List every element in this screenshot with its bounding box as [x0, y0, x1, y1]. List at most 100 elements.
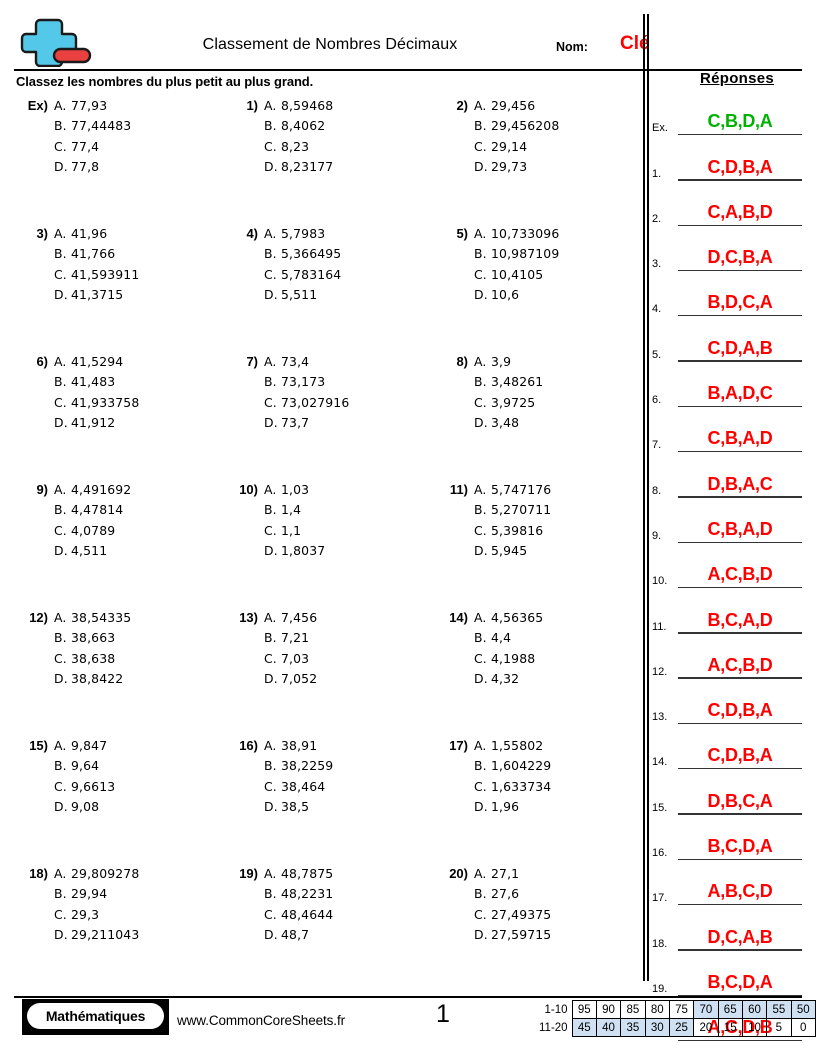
choice-option: C. 77,4 [54, 137, 131, 157]
choice-letter: B. [264, 630, 277, 646]
answer-row: 11. B,C,A,D [652, 591, 816, 636]
choice-option: A. 8,59468 [264, 96, 333, 116]
answer-key-title: Réponses [699, 70, 775, 87]
problem-row: 15) A. 9,847 B. 9,64 C. 9,6613 D. 9,08 16) A. 38,91… [14, 736, 644, 864]
score-cell: 60 [741, 1000, 768, 1019]
choice-value: 7,03 [281, 650, 310, 666]
problem-number: 1) [246, 98, 258, 113]
answer-row: 2. C,A,B,D [652, 184, 816, 229]
answer-row-label: 1. [652, 167, 662, 180]
choice-letter: B. [54, 630, 67, 646]
problem-item: 5) A. 10,733096 B. 10,987109 C. 10,4105 D. 10,6 [434, 224, 644, 352]
answer-row-label: 13. [652, 711, 668, 724]
choice-option: C. 29,14 [474, 137, 559, 157]
choice-letter: B. [474, 118, 487, 134]
choice-option: B. 27,6 [474, 884, 551, 904]
choice-value: 29,73 [491, 158, 528, 174]
answer-row-underline [678, 450, 802, 453]
problem-choices: A. 41,96 B. 41,766 C. 41,593911 D. 41,3715 [54, 224, 139, 305]
answer-row-underline [678, 813, 802, 815]
choice-value: 10,4105 [491, 266, 544, 282]
choice-letter: B. [474, 758, 487, 774]
choice-letter: C. [474, 650, 487, 666]
choice-value: 73,7 [281, 414, 310, 430]
choice-option: D. 48,7 [264, 925, 333, 945]
choice-value: 5,511 [281, 286, 318, 302]
choice-value: 48,2231 [281, 886, 334, 902]
choice-option: C. 38,638 [54, 649, 131, 669]
problem-choices: A. 8,59468 B. 8,4062 C. 8,23 D. 8,23177 [264, 96, 333, 177]
problem-choices: A. 41,5294 B. 41,483 C. 41,933758 D. 41,912 [54, 352, 139, 433]
score-row-label: 1-10 [544, 1003, 568, 1016]
answer-key-panel: Réponses Ex. C,B,D,A 1. C,D,B,A 2. C,A,B,D 3. D… [652, 70, 816, 1044]
choice-letter: A. [54, 866, 67, 881]
name-value: Clé [620, 33, 650, 54]
header-divider-line [14, 69, 802, 71]
choice-letter: D. [54, 286, 68, 302]
problem-item: 7) A. 73,4 B. 73,173 C. 73,027916 D. 73,7 [224, 352, 434, 480]
answer-row: 7. C,B,A,D [652, 410, 816, 455]
answer-row: 12. A,C,B,D [652, 637, 816, 682]
choice-option: B. 38,663 [54, 628, 131, 648]
answer-row-underline [678, 360, 802, 362]
choice-option: C. 27,49375 [474, 905, 551, 925]
choice-option: B. 7,21 [264, 628, 317, 648]
answer-row-underline [678, 179, 802, 181]
answer-row: 17. A,B,C,D [652, 863, 816, 908]
answer-row: 14. C,D,B,A [652, 727, 816, 772]
choice-letter: A. [474, 354, 487, 369]
choice-option: B. 29,94 [54, 884, 139, 904]
choice-value: 38,5 [281, 798, 310, 814]
choice-option: A. 73,4 [264, 352, 349, 372]
answer-row: 8. D,B,A,C [652, 455, 816, 500]
answer-row-label: 9. [652, 529, 662, 542]
choice-option: C. 7,03 [264, 649, 317, 669]
choice-value: 5,270711 [491, 502, 552, 518]
choice-letter: B. [264, 246, 277, 262]
problem-choices: A. 9,847 B. 9,64 C. 9,6613 D. 9,08 [54, 736, 115, 817]
choice-option: D. 7,052 [264, 669, 317, 689]
score-cell: 70 [693, 1000, 719, 1019]
score-row-label: 11-20 [539, 1021, 568, 1034]
answer-row-underline [678, 677, 802, 679]
vertical-divider [643, 14, 649, 981]
answer-row-value: C,A,B,D [707, 201, 773, 222]
problem-choices: A. 4,491692 B. 4,47814 C. 4,0789 D. 4,511 [54, 480, 131, 561]
answer-row-value: C,B,D,A [707, 111, 773, 132]
choice-option: D. 41,3715 [54, 285, 139, 305]
choice-option: D. 38,8422 [54, 669, 131, 689]
choice-letter: D. [474, 414, 488, 430]
choice-option: A. 10,733096 [474, 224, 559, 244]
choice-option: B. 1,604229 [474, 756, 551, 776]
answer-row-underline [678, 768, 802, 770]
score-table-row: 1-10 95 90 85 80 75 70 65 60 55 50 [529, 1000, 816, 1019]
problem-number: 9) [36, 482, 48, 497]
choice-option: A. 1,03 [264, 480, 325, 500]
choice-option: C. 41,933758 [54, 393, 139, 413]
choice-option: A. 38,54335 [54, 608, 131, 628]
choice-option: C. 8,23 [264, 137, 333, 157]
answer-row-value: D,B,A,C [707, 473, 773, 494]
problem-choices: A. 29,809278 B. 29,94 C. 29,3 D. 29,211043 [54, 864, 139, 945]
answer-row-underline [678, 722, 802, 725]
problem-item: 8) A. 3,9 B. 3,48261 C. 3,9725 D. 3,48 [434, 352, 644, 480]
choice-option: B. 41,483 [54, 372, 139, 392]
choice-option: A. 1,55802 [474, 736, 551, 756]
choice-value: 8,23 [281, 138, 310, 154]
choice-value: 8,23177 [281, 158, 334, 174]
answer-row-label: 6. [652, 394, 662, 407]
choice-value: 9,847 [71, 738, 108, 753]
choice-value: 29,809278 [71, 866, 140, 881]
choice-option: A. 77,93 [54, 96, 131, 116]
choice-letter: C. [54, 650, 67, 666]
choice-value: 10,6 [491, 286, 520, 302]
score-table-row: 11-20 45 40 35 30 25 20 15 10 5 0 [529, 1018, 816, 1037]
choice-option: B. 10,987109 [474, 244, 559, 264]
problem-number: 5) [456, 226, 468, 241]
problem-number: 20) [449, 866, 468, 881]
choice-value: 41,5294 [71, 354, 124, 369]
problem-number: 11) [449, 482, 468, 497]
choice-letter: D. [264, 286, 278, 302]
problem-choices: A. 29,456 B. 29,456208 C. 29,14 D. 29,73 [474, 96, 559, 177]
